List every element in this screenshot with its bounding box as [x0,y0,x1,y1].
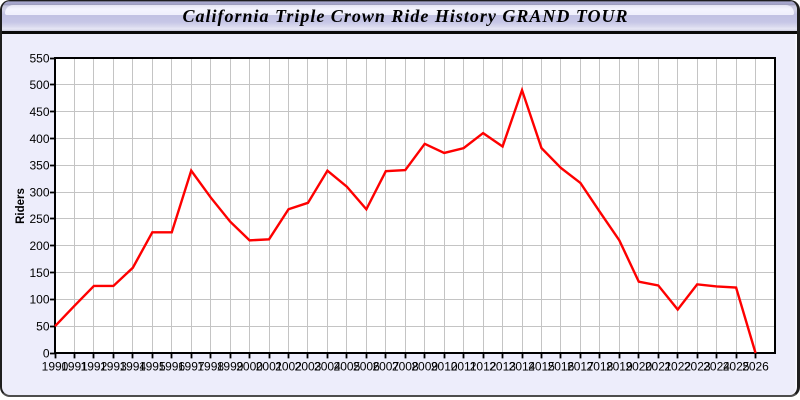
svg-text:2004: 2004 [314,360,341,374]
svg-text:2005: 2005 [334,360,361,374]
svg-text:1993: 1993 [100,360,127,374]
svg-text:2016: 2016 [548,360,575,374]
svg-text:2002: 2002 [275,360,302,374]
svg-text:400: 400 [29,132,49,146]
svg-text:2023: 2023 [684,360,711,374]
svg-text:450: 450 [29,105,49,119]
svg-text:2014: 2014 [509,360,536,374]
svg-text:500: 500 [29,78,49,92]
svg-text:2011: 2011 [451,360,477,374]
svg-text:2000: 2000 [236,360,263,374]
svg-text:1996: 1996 [158,360,185,374]
svg-text:2006: 2006 [353,360,380,374]
svg-text:2024: 2024 [703,360,730,374]
svg-text:100: 100 [29,293,49,307]
svg-text:350: 350 [29,159,49,173]
svg-text:2026: 2026 [742,360,769,374]
svg-text:550: 550 [29,51,49,65]
svg-text:300: 300 [29,185,49,199]
svg-text:250: 250 [29,212,49,226]
svg-text:2013: 2013 [489,360,516,374]
svg-text:1994: 1994 [119,360,146,374]
svg-text:1997: 1997 [178,360,205,374]
svg-text:2021: 2021 [645,360,672,374]
svg-text:150: 150 [29,266,49,280]
svg-text:2001: 2001 [256,360,283,374]
svg-text:2010: 2010 [431,360,458,374]
svg-text:1990: 1990 [42,360,69,374]
svg-text:2009: 2009 [411,360,438,374]
svg-text:2007: 2007 [372,360,399,374]
svg-text:1992: 1992 [81,360,108,374]
svg-text:Riders: Riders [15,188,27,224]
svg-text:2017: 2017 [567,360,594,374]
svg-text:1999: 1999 [217,360,244,374]
svg-text:1991: 1991 [61,360,88,374]
svg-text:1995: 1995 [139,360,166,374]
svg-text:2022: 2022 [664,360,691,374]
svg-text:2012: 2012 [470,360,497,374]
svg-text:2008: 2008 [392,360,419,374]
svg-text:50: 50 [36,320,50,334]
svg-text:2025: 2025 [723,360,750,374]
svg-text:0: 0 [43,346,50,360]
svg-text:2020: 2020 [625,360,652,374]
svg-text:2018: 2018 [587,360,614,374]
svg-text:2003: 2003 [295,360,322,374]
svg-text:200: 200 [29,239,49,253]
svg-text:2015: 2015 [528,360,555,374]
svg-text:1998: 1998 [197,360,224,374]
svg-text:2019: 2019 [606,360,633,374]
